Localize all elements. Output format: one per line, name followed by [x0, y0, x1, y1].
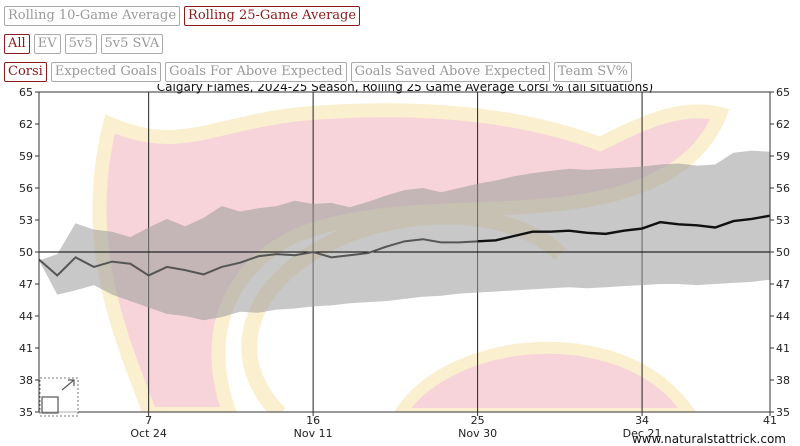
y-tick-label-left-50: 50 — [19, 246, 33, 259]
series-line-full — [477, 214, 771, 243]
metric-expected-goals-button[interactable]: Expected Goals — [50, 62, 162, 82]
metric-selector: Corsi Expected Goals Goals For Above Expec… — [4, 62, 632, 82]
y-tick-label-left-53: 53 — [19, 214, 33, 227]
situation-selector: All EV 5v5 5v5 SVA — [4, 34, 164, 54]
period-rolling-25-game-average-button[interactable]: Rolling 25-Game Average — [184, 6, 361, 26]
expand-icon[interactable] — [39, 377, 79, 417]
rolling-average-chart: 35 38 41 44 47 50 53 56 59 62 65 35 38 41 44 47 50 53 56 5… — [19, 84, 790, 446]
situation-5v5-sva-button[interactable]: 5v5 SVA — [100, 34, 164, 54]
y-tick-label-left-65: 65 — [19, 86, 33, 99]
y-tick-label-right-56: 56 — [776, 182, 790, 195]
x-tick-label-41: 41 — [763, 414, 777, 427]
x-date-label-16: Nov 11 — [294, 427, 333, 440]
y-tick-label-right-47: 47 — [776, 278, 790, 291]
chart-title: Calgary Flames, 2024-25 Season, Rolling … — [157, 84, 653, 94]
situation-ev-button[interactable]: EV — [33, 34, 61, 54]
x-date-label-34: Dec 21 — [623, 427, 662, 440]
y-tick-label-right-53: 53 — [776, 214, 790, 227]
band-area — [39, 150, 770, 321]
range-band — [39, 150, 770, 321]
y-tick-label-left-44: 44 — [19, 310, 33, 323]
period-selector: Rolling 10-Game Average Rolling 25-Game A… — [4, 6, 361, 26]
y-tick-label-left-56: 56 — [19, 182, 33, 195]
y-tick-label-right-65: 65 — [776, 86, 790, 99]
x-date-label-25: Nov 30 — [458, 427, 497, 440]
y-tick-label-left-35: 35 — [19, 406, 33, 419]
series-lines — [38, 214, 771, 277]
source-watermark: www.naturalstattrick.com — [632, 432, 786, 446]
metric-team-sv-button[interactable]: Team SV% — [553, 62, 632, 82]
y-tick-label-right-44: 44 — [776, 310, 790, 323]
y-tick-label-right-38: 38 — [776, 374, 790, 387]
metric-goals-for-above-expected-button[interactable]: Goals For Above Expected — [165, 62, 347, 82]
logo-flame-lower — [394, 341, 696, 412]
y-tick-label-left-59: 59 — [19, 150, 33, 163]
x-tick-label-25: 25 — [471, 414, 485, 427]
series-line-partial — [38, 238, 478, 277]
y-tick-label-right-59: 59 — [776, 150, 790, 163]
y-tick-label-left-41: 41 — [19, 342, 33, 355]
x-tick-label-34: 34 — [635, 414, 649, 427]
x-tick-label-16: 16 — [306, 414, 320, 427]
situation-all-button[interactable]: All — [4, 34, 30, 54]
metric-corsi-button[interactable]: Corsi — [4, 62, 47, 82]
y-axis-right: 35 38 41 44 47 50 53 56 59 62 65 — [770, 86, 790, 419]
y-tick-label-right-50: 50 — [776, 246, 790, 259]
y-tick-label-right-62: 62 — [776, 118, 790, 131]
y-axis-left: 35 38 41 44 47 50 53 56 59 62 65 — [19, 86, 39, 419]
period-rolling-10-game-average-button[interactable]: Rolling 10-Game Average — [4, 6, 181, 26]
y-tick-label-left-62: 62 — [19, 118, 33, 131]
y-tick-label-right-35: 35 — [776, 406, 790, 419]
situation-5v5-button[interactable]: 5v5 — [64, 34, 97, 54]
metric-goals-saved-above-expected-button[interactable]: Goals Saved Above Expected — [350, 62, 550, 82]
y-tick-label-right-41: 41 — [776, 342, 790, 355]
x-date-label-7: Oct 24 — [130, 427, 167, 440]
y-tick-label-left-47: 47 — [19, 278, 33, 291]
x-tick-label-7: 7 — [145, 414, 152, 427]
y-tick-label-left-38: 38 — [19, 374, 33, 387]
